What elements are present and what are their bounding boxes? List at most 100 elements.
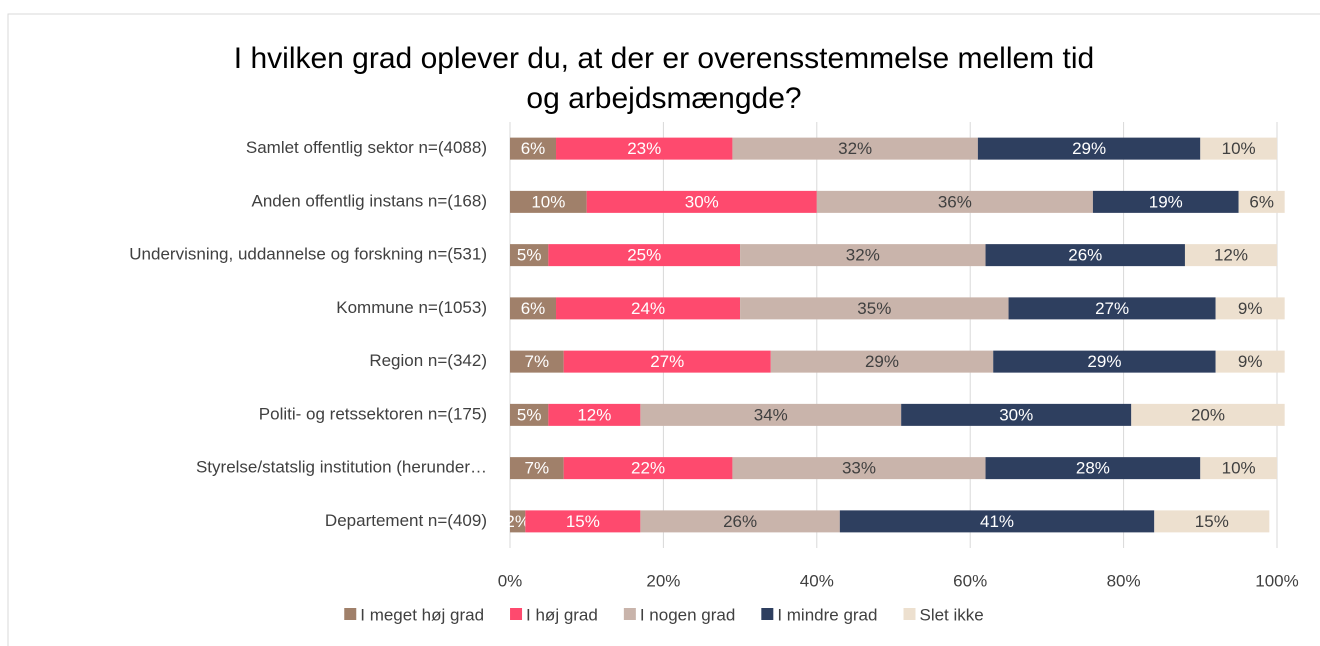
data-label: 10% <box>531 192 565 211</box>
data-label: 32% <box>838 139 872 158</box>
data-label: 6% <box>1249 192 1274 211</box>
chart-frame <box>7 13 1320 646</box>
data-label: 29% <box>1072 139 1106 158</box>
data-label: 6% <box>521 299 546 318</box>
data-label: 12% <box>1214 246 1248 265</box>
y-tick-label: Departement n=(409) <box>325 511 487 530</box>
bar-segment <box>510 190 587 213</box>
data-label: 10% <box>1222 139 1256 158</box>
data-label: 30% <box>685 192 719 211</box>
bar-segment <box>740 297 1009 320</box>
legend-swatch <box>344 608 357 620</box>
legend-swatch <box>623 608 636 620</box>
data-label: 29% <box>865 352 899 371</box>
bar-segment <box>510 403 549 426</box>
bar-segment <box>1131 403 1285 426</box>
data-label: 33% <box>842 459 876 478</box>
bar-segment <box>770 350 994 373</box>
bar-segment <box>525 510 641 533</box>
data-label: 9% <box>1238 352 1263 371</box>
bar-segment <box>1238 190 1285 213</box>
bar-segment <box>556 137 733 160</box>
bar-segment <box>556 297 741 320</box>
data-label: 26% <box>723 512 757 531</box>
data-label: 27% <box>650 352 684 371</box>
x-tick-label: 100% <box>1255 571 1298 590</box>
data-label: 25% <box>627 246 661 265</box>
y-tick-label: Region n=(342) <box>369 351 487 370</box>
bar-segment <box>640 510 840 533</box>
bar-segment <box>510 350 564 373</box>
bar-segment <box>816 190 1093 213</box>
bar-segment <box>901 403 1132 426</box>
bar-segment <box>839 510 1155 533</box>
bar-segment <box>586 190 817 213</box>
x-tick-label: 0% <box>498 571 523 590</box>
bar-segment <box>1092 190 1239 213</box>
legend-label: I nogen grad <box>640 605 735 624</box>
bar-segment <box>1154 510 1270 533</box>
bar-segment <box>563 457 733 480</box>
data-label: 9% <box>1238 299 1263 318</box>
legend-label: Slet ikke <box>919 605 983 624</box>
chart-title: og arbejdsmængde? <box>526 82 801 115</box>
data-label: 7% <box>525 459 550 478</box>
bar-segment <box>993 350 1216 373</box>
bar-segment <box>510 244 549 267</box>
data-label: 5% <box>517 246 542 265</box>
legend-swatch <box>510 608 523 620</box>
data-label: 6% <box>521 139 546 158</box>
bar-segment <box>510 137 557 160</box>
bar-segment <box>1215 297 1285 320</box>
data-label: 34% <box>754 405 788 424</box>
bar-segment <box>510 297 557 320</box>
bar-segment <box>985 244 1185 267</box>
x-tick-label: 20% <box>646 571 680 590</box>
data-label: 28% <box>1076 459 1110 478</box>
legend-label: I høj grad <box>526 605 598 624</box>
data-label: 7% <box>525 352 550 371</box>
bar-segment <box>732 457 986 480</box>
data-label: 10% <box>1222 459 1256 478</box>
data-label: 19% <box>1149 192 1183 211</box>
data-label: 23% <box>627 139 661 158</box>
data-label: 41% <box>980 512 1014 531</box>
y-tick-label: Anden offentlig instans n=(168) <box>252 191 488 210</box>
data-label: 5% <box>517 405 542 424</box>
legend-swatch <box>761 608 774 620</box>
bar-segment <box>640 403 902 426</box>
y-tick-label: Kommune n=(1053) <box>336 298 487 317</box>
y-tick-label: Undervisning, uddannelse og forskning n=… <box>129 245 487 264</box>
legend-label: I mindre grad <box>777 605 877 624</box>
bar-segment <box>977 137 1201 160</box>
data-label: 35% <box>857 299 891 318</box>
data-label: 15% <box>1195 512 1229 531</box>
legend-swatch <box>903 608 916 620</box>
data-label: 27% <box>1095 299 1129 318</box>
legend-label: I meget høj grad <box>360 605 484 624</box>
bar-segment <box>548 244 741 267</box>
bar-segment <box>1200 137 1277 160</box>
x-tick-label: 60% <box>953 571 987 590</box>
bar-segment <box>732 137 978 160</box>
data-label: 36% <box>938 192 972 211</box>
bar-segment <box>1008 297 1216 320</box>
data-label: 30% <box>999 405 1033 424</box>
y-tick-label: Samlet offentlig sektor n=(4088) <box>246 138 487 157</box>
x-tick-label: 40% <box>800 571 834 590</box>
data-label: 32% <box>846 246 880 265</box>
data-label: 20% <box>1191 405 1225 424</box>
chart-title: I hvilken grad oplever du, at der er ove… <box>234 42 1094 75</box>
data-label: 26% <box>1068 246 1102 265</box>
y-tick-label: Styrelse/statslig institution (herunder… <box>196 458 487 477</box>
bar-segment <box>510 510 526 533</box>
bar-segment <box>510 457 564 480</box>
data-label: 12% <box>577 405 611 424</box>
bar-segment <box>740 244 986 267</box>
x-tick-label: 80% <box>1107 571 1141 590</box>
bar-segment <box>1184 244 1277 267</box>
y-tick-label: Politi- og retssektoren n=(175) <box>259 404 487 423</box>
bar-segment <box>985 457 1201 480</box>
data-label: 2% <box>505 512 530 531</box>
